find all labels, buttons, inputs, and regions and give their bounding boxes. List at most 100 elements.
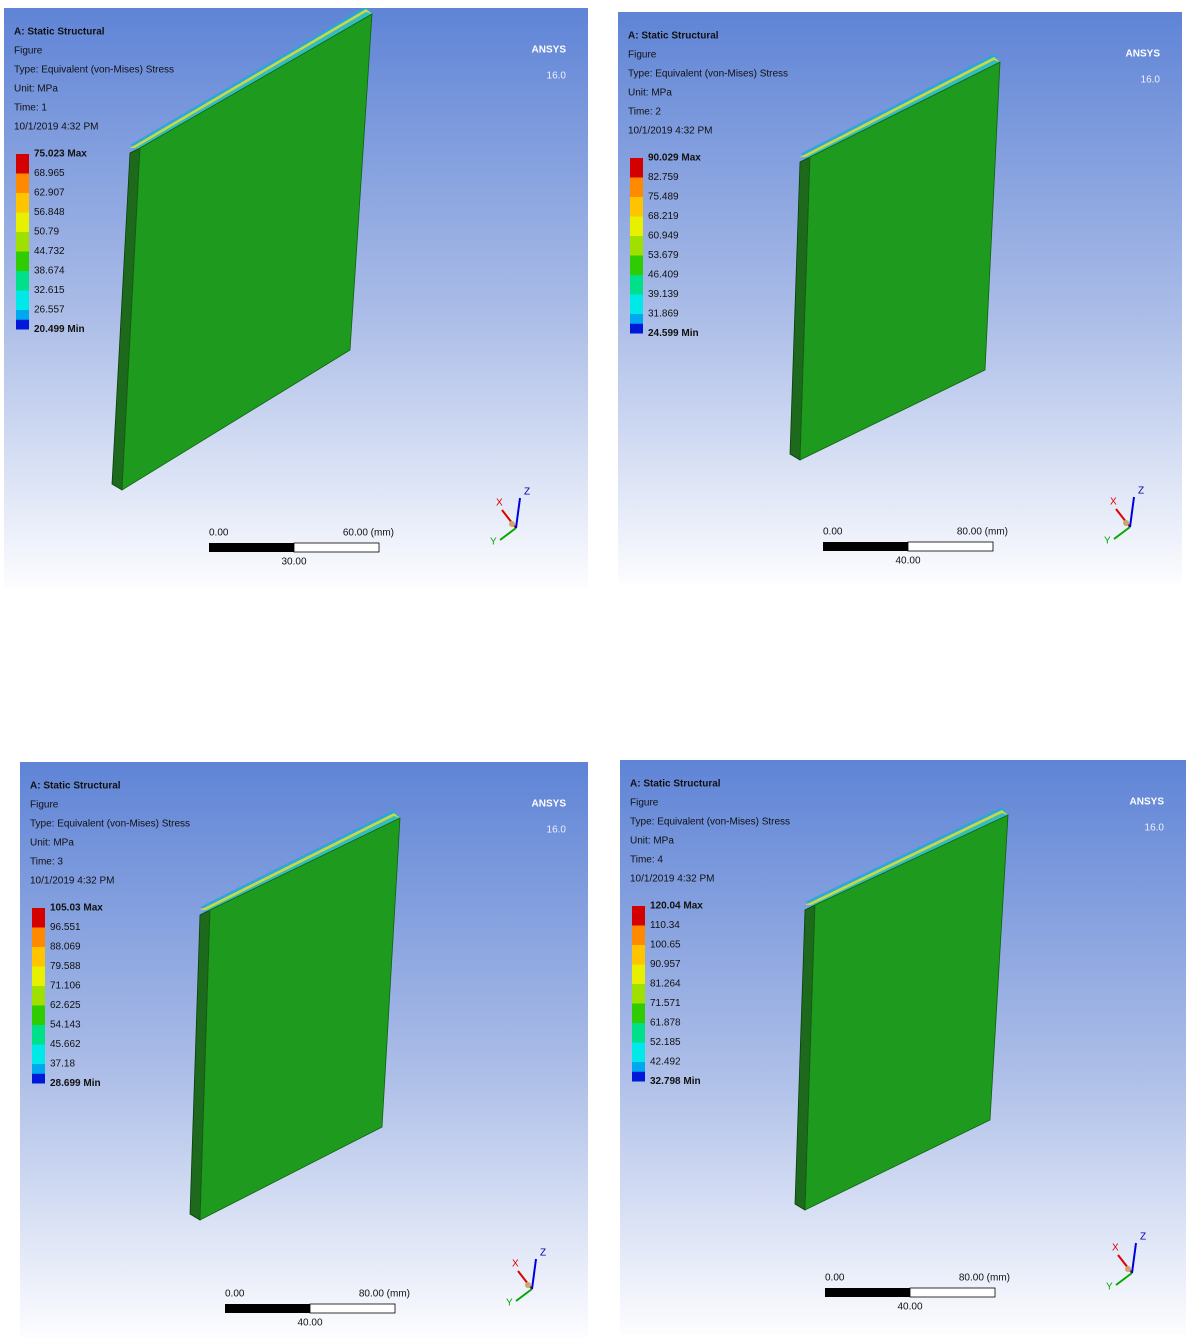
legend-swatch (32, 947, 45, 967)
legend-label: 79.588 (50, 961, 81, 972)
legend-swatch (16, 320, 29, 330)
scale-end: 80.00 (mm) (959, 1273, 1010, 1284)
scale-end: 80.00 (mm) (957, 527, 1008, 538)
legend-swatch (16, 174, 29, 194)
header-line: Unit: MPa (630, 836, 674, 847)
axis-label: Z (1138, 486, 1144, 497)
axis-label: Y (490, 537, 497, 548)
axis-origin (1125, 1266, 1131, 1272)
legend-label: 54.143 (50, 1020, 81, 1031)
legend-label: 105.03 Max (50, 903, 103, 914)
header-line: Unit: MPa (14, 84, 58, 95)
legend-label: 110.34 (650, 920, 680, 931)
legend-label: 90.029 Max (648, 153, 701, 164)
header-line: Unit: MPa (628, 88, 672, 99)
legend-swatch (16, 193, 29, 213)
axis-origin (509, 521, 515, 527)
legend-swatch (630, 295, 643, 315)
legend-swatch (632, 1023, 645, 1043)
legend-label: 26.557 (34, 305, 65, 316)
header-line: A: Static Structural (628, 31, 719, 42)
legend-swatch (16, 213, 29, 233)
scale-white (908, 542, 993, 551)
version: 16.0 (547, 825, 567, 836)
legend-swatch (32, 1025, 45, 1045)
legend-swatch (632, 945, 645, 965)
legend-swatch (632, 906, 645, 926)
axis-label: Z (540, 1248, 546, 1259)
legend-label: 38.674 (34, 266, 65, 277)
legend-label: 44.732 (34, 246, 65, 257)
legend-swatch (32, 967, 45, 987)
header-line: Figure (14, 46, 43, 57)
legend-label: 68.219 (648, 211, 679, 222)
legend-label: 61.878 (650, 1018, 681, 1029)
scale-mid: 40.00 (297, 1318, 322, 1329)
legend-label: 46.409 (648, 270, 679, 281)
header-line: Unit: MPa (30, 838, 74, 849)
legend-label: 90.957 (650, 959, 681, 970)
legend-swatch (16, 252, 29, 272)
scale-start: 0.00 (825, 1273, 845, 1284)
scale-black (225, 1304, 310, 1313)
axis-label: Y (1104, 536, 1111, 547)
scale-white (910, 1288, 995, 1297)
header-line: A: Static Structural (30, 781, 121, 792)
legend-swatch (632, 1043, 645, 1063)
legend-label: 56.848 (34, 207, 65, 218)
legend-label: 71.571 (650, 998, 681, 1009)
legend-label: 96.551 (50, 922, 81, 933)
legend-swatch (32, 908, 45, 928)
scale-mid: 40.00 (895, 556, 920, 567)
scale-end: 80.00 (mm) (359, 1289, 410, 1300)
header-line: Time: 2 (628, 107, 661, 118)
scale-mid: 40.00 (897, 1302, 922, 1313)
legend-label: 39.139 (648, 289, 679, 300)
header-line: 10/1/2019 4:32 PM (30, 876, 115, 887)
legend-swatch (16, 271, 29, 291)
result-panel: A: Static StructuralFigureType: Equivale… (20, 762, 588, 1338)
axis-label: X (1112, 1243, 1119, 1254)
axis-label: Z (1140, 1232, 1146, 1243)
logo: ANSYS (1126, 49, 1161, 60)
scale-start: 0.00 (209, 528, 229, 539)
legend-label: 60.949 (648, 231, 679, 242)
legend-label: 32.615 (34, 285, 65, 296)
legend-label: 100.65 (650, 940, 681, 951)
legend-label: 20.499 Min (34, 324, 85, 335)
legend-label: 37.18 (50, 1059, 75, 1070)
legend-swatch (32, 1006, 45, 1026)
legend-label: 71.106 (50, 981, 81, 992)
logo: ANSYS (532, 799, 567, 810)
legend-swatch (632, 926, 645, 946)
header-line: 10/1/2019 4:32 PM (630, 874, 715, 885)
logo: ANSYS (532, 45, 567, 56)
axis-label: Z (524, 487, 530, 498)
legend-swatch (16, 291, 29, 311)
legend-label: 62.907 (34, 188, 65, 199)
header-line: 10/1/2019 4:32 PM (14, 122, 99, 133)
legend-label: 52.185 (650, 1037, 681, 1048)
scale-start: 0.00 (225, 1289, 245, 1300)
axis-label: Y (1106, 1282, 1113, 1293)
legend-swatch (632, 965, 645, 985)
result-panel: A: Static StructuralFigureType: Equivale… (4, 8, 588, 588)
scale-black (209, 543, 294, 552)
legend-label: 32.798 Min (650, 1076, 701, 1087)
scale-mid: 30.00 (281, 557, 306, 568)
legend-swatch (630, 236, 643, 256)
header-line: Time: 1 (14, 103, 47, 114)
legend-label: 82.759 (648, 172, 679, 183)
axis-label: X (496, 498, 503, 509)
legend-label: 24.599 Min (648, 328, 699, 339)
legend-swatch (32, 986, 45, 1006)
version: 16.0 (547, 71, 567, 82)
legend-label: 42.492 (650, 1057, 681, 1068)
legend-label: 68.965 (34, 168, 65, 179)
version: 16.0 (1145, 823, 1165, 834)
